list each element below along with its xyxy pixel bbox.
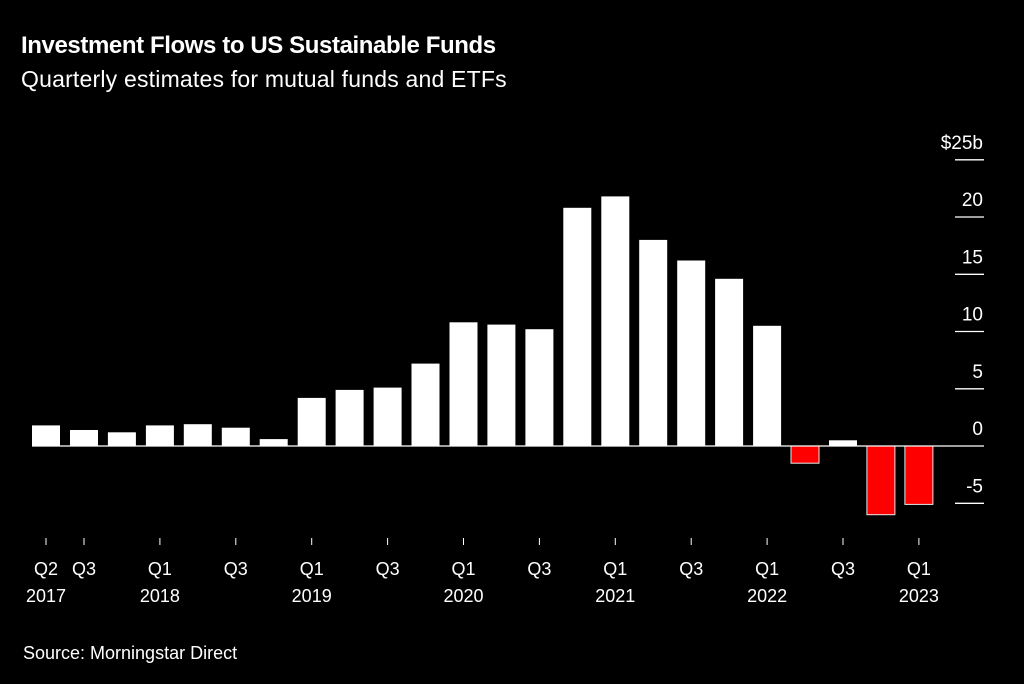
y-tick-label: 0	[972, 419, 983, 440]
y-tick-label: $25b	[941, 133, 983, 154]
x-tick-label-quarter: Q1	[755, 559, 779, 579]
bar-q4-2022	[866, 445, 896, 516]
x-tick-label-quarter: Q3	[376, 559, 400, 579]
y-tick-label: 20	[962, 190, 983, 211]
x-tick-label-quarter: Q2	[34, 559, 58, 579]
bar-q3-2017	[70, 430, 98, 446]
x-tick-label-year: 2018	[140, 586, 180, 606]
x-tick-label-quarter: Q1	[907, 559, 931, 579]
x-tick-label-year: 2017	[26, 586, 66, 606]
bar-q2-2017	[32, 425, 60, 446]
x-tick-label-year: 2023	[899, 586, 939, 606]
y-tick-label: 5	[972, 362, 983, 383]
chart-subtitle: Quarterly estimates for mutual funds and…	[21, 66, 507, 92]
x-tick-label-quarter: Q1	[451, 559, 475, 579]
bar-q3-2021	[677, 260, 706, 446]
bar-q1-2021	[601, 196, 630, 446]
x-tick-label-quarter: Q3	[527, 559, 551, 579]
bar-q2-2021	[639, 239, 668, 446]
bars-group	[32, 196, 934, 516]
bar-q4-2018	[259, 439, 288, 446]
bar-q3-2018	[221, 427, 250, 446]
bar-q1-2022	[753, 325, 782, 446]
bar-q2-2019	[335, 389, 364, 446]
bar-q2-2022	[790, 445, 820, 464]
x-tick-label-quarter: Q1	[300, 559, 324, 579]
bar-q3-2019	[373, 387, 402, 446]
chart-title: Investment Flows to US Sustainable Funds	[21, 32, 496, 59]
bar-q4-2020	[563, 207, 592, 446]
x-tick-label-quarter: Q1	[603, 559, 627, 579]
x-tick-label-year: 2020	[443, 586, 483, 606]
x-tick-label-year: 2021	[595, 586, 635, 606]
bar-q4-2019	[411, 363, 440, 446]
source-note: Source: Morningstar Direct	[23, 643, 238, 663]
bar-q1-2023	[904, 445, 934, 505]
x-tick-label-year: 2019	[292, 586, 332, 606]
bar-q3-2022	[829, 440, 857, 446]
y-tick-label: 10	[962, 305, 983, 326]
y-tick-label: -5	[966, 476, 983, 497]
bar-q3-2020	[525, 329, 554, 446]
x-tick-label-quarter: Q3	[224, 559, 248, 579]
x-tick-label-quarter: Q3	[831, 559, 855, 579]
x-tick-label-quarter: Q3	[72, 559, 96, 579]
bar-q2-2020	[487, 324, 516, 446]
bar-q1-2018	[145, 425, 174, 446]
bar-q1-2020	[449, 322, 478, 446]
bar-q1-2019	[297, 397, 326, 446]
x-tick-label-quarter: Q3	[679, 559, 703, 579]
bar-q2-2018	[183, 424, 212, 446]
x-tick-label-quarter: Q1	[148, 559, 172, 579]
x-tick-label-year: 2022	[747, 586, 787, 606]
y-tick-label: 15	[962, 247, 983, 268]
bar-q4-2017	[107, 432, 136, 446]
y-axis: $25b 20 15 10 5 0 -5	[941, 133, 984, 504]
x-axis: Q2 2017 Q3 Q1 2018 Q3 Q1 2019 Q3 Q1 2020 Q3 Q1 2021 Q3…	[26, 538, 939, 606]
bar-q4-2021	[715, 278, 744, 446]
